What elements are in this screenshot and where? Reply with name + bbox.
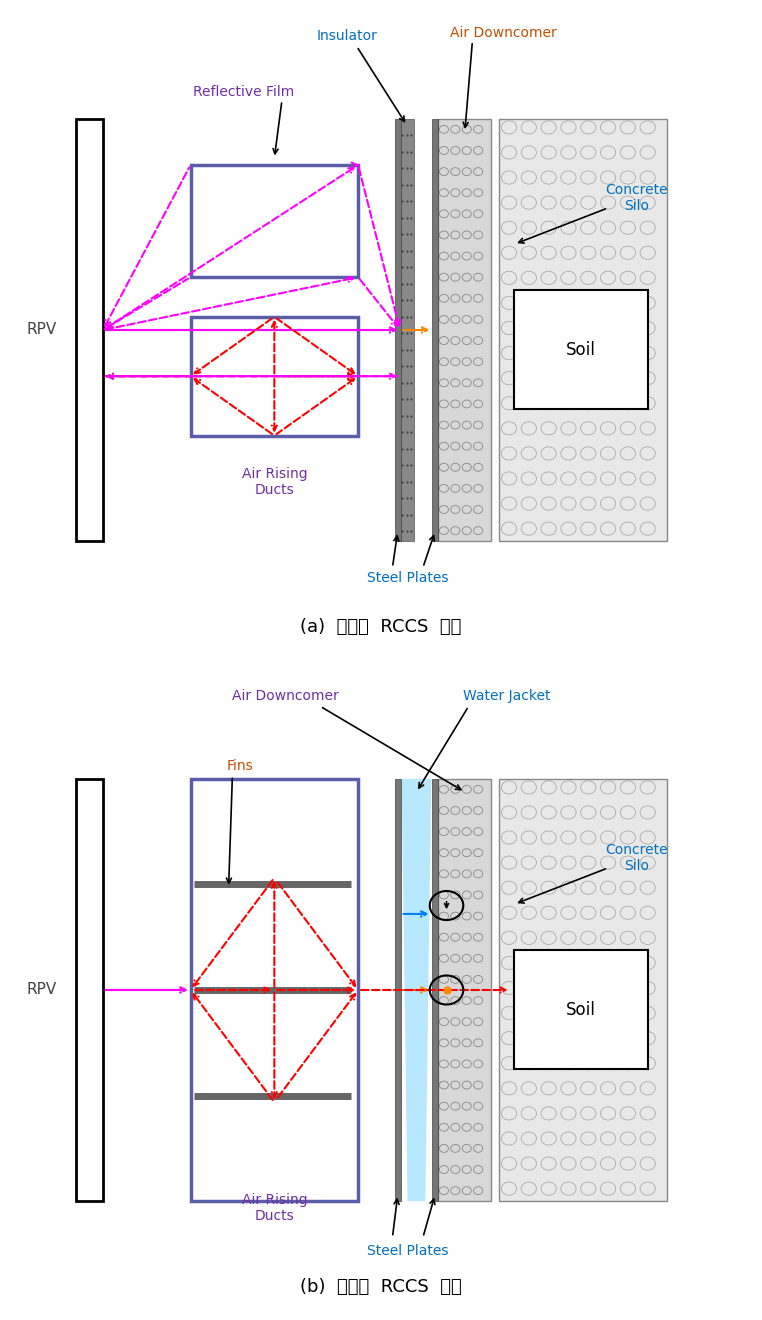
Bar [190,317,358,436]
Text: Air Rising
Ducts: Air Rising Ducts [242,1193,307,1222]
Bar [438,119,491,541]
Text: Air Downcomer: Air Downcomer [450,26,556,40]
Text: Soil: Soil [566,341,596,359]
Text: Steel Plates: Steel Plates [367,1243,448,1258]
Bar [395,779,401,1201]
Text: RPV: RPV [27,322,57,338]
Text: RPV: RPV [27,982,57,998]
Bar [432,779,438,1201]
Bar [76,119,103,541]
Bar [190,779,358,1201]
Text: Soil: Soil [566,1001,596,1019]
Polygon shape [402,779,431,1201]
Bar [499,779,667,1201]
Bar [514,290,648,409]
Bar [400,119,414,541]
Bar [76,779,103,1201]
Text: Water Jacket: Water Jacket [463,689,550,704]
Text: (b)  물재킷  RCCS  개념: (b) 물재킷 RCCS 개념 [300,1278,462,1296]
Text: Steel Plates: Steel Plates [367,570,448,585]
Text: Concrete
Silo: Concrete Silo [605,183,668,213]
Text: Insulator: Insulator [316,29,377,44]
Bar [395,119,401,541]
Bar [432,119,438,541]
Text: Fins: Fins [226,759,254,772]
Text: Air Rising
Ducts: Air Rising Ducts [242,467,307,496]
Bar [499,119,667,541]
Bar [514,950,648,1069]
Bar [438,779,491,1201]
Bar [190,165,358,277]
Text: Concrete
Silo: Concrete Silo [605,843,668,873]
Text: Reflective Film: Reflective Film [194,86,294,99]
Bar [76,119,103,541]
Bar [76,779,103,1201]
Text: Air Downcomer: Air Downcomer [232,689,339,704]
Text: (a)  덕트형  RCCS  개념: (a) 덕트형 RCCS 개념 [300,618,462,636]
